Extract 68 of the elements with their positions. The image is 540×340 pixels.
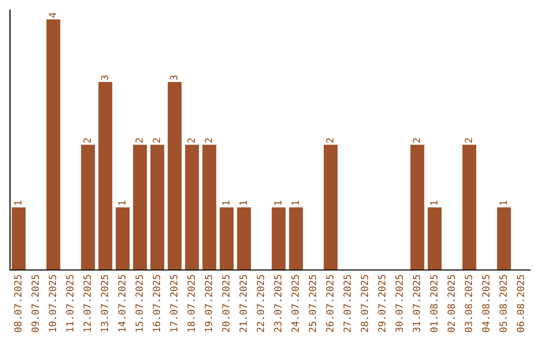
data-label: 3: [100, 76, 108, 80]
bar: [428, 207, 442, 270]
data-label: 2: [204, 138, 212, 143]
x-tick-label: 18.07.2025: [187, 274, 195, 332]
data-label: 1: [14, 200, 22, 205]
x-tick-label: 11.07.2025: [66, 274, 74, 332]
data-label: 1: [222, 200, 230, 205]
bar: [12, 207, 26, 270]
bar: [150, 144, 164, 270]
x-tick-label: 01.08.2025: [430, 274, 438, 332]
x-tick-label: 04.08.2025: [482, 274, 490, 332]
bar: [46, 19, 60, 270]
x-tick-label: 21.07.2025: [239, 274, 247, 332]
bar: [324, 144, 338, 270]
x-tick-label: 06.08.2025: [516, 274, 524, 332]
bar: [98, 82, 112, 270]
data-label: 2: [464, 138, 472, 143]
x-tick-label: 15.07.2025: [135, 274, 143, 332]
x-tick-label: 12.07.2025: [83, 274, 91, 332]
bar: [202, 144, 216, 270]
data-label: 1: [292, 200, 299, 205]
bar: [289, 207, 303, 270]
x-tick-label: 23.07.2025: [274, 274, 282, 332]
data-label: 1: [430, 200, 438, 205]
x-tick-label: 20.07.2025: [222, 274, 230, 332]
x-tick-label: 24.07.2025: [291, 274, 299, 332]
data-label: 2: [83, 138, 91, 143]
x-tick-label: 02.08.2025: [447, 274, 455, 332]
x-tick-label: 14.07.2025: [118, 274, 126, 332]
bar: [497, 207, 511, 270]
data-label: 2: [187, 138, 195, 143]
x-tick-label: 26.07.2025: [326, 274, 334, 332]
bar: [220, 207, 234, 270]
bar: [185, 144, 199, 270]
x-tick-label: 16.07.2025: [152, 274, 160, 332]
x-tick-label: 09.07.2025: [31, 274, 39, 332]
data-label: 1: [500, 200, 507, 205]
x-tick-label: 03.08.2025: [464, 274, 472, 332]
x-tick-label: 30.07.2025: [395, 274, 403, 332]
x-tick-label: 17.07.2025: [170, 274, 178, 332]
bar: [410, 144, 424, 270]
x-tick-label: 10.07.2025: [48, 274, 56, 332]
bar: [272, 207, 286, 270]
x-tick-label: 27.07.2025: [343, 274, 351, 332]
bar: [133, 144, 147, 270]
bar: [237, 207, 251, 270]
data-label: 3: [170, 76, 178, 80]
x-tick-label: 22.07.2025: [256, 274, 264, 332]
data-label: 2: [135, 138, 143, 143]
data-label: 1: [118, 200, 126, 205]
bar: [462, 144, 476, 270]
data-label: 2: [326, 138, 334, 143]
x-tick-label: 31.07.2025: [412, 274, 420, 332]
x-tick-label: 08.07.2025: [14, 274, 22, 332]
x-tick-label: 28.07.2025: [360, 274, 368, 332]
bar: [168, 82, 182, 270]
data-label: 1: [240, 200, 247, 205]
data-label: 2: [412, 138, 420, 143]
x-tick-label: 19.07.2025: [204, 274, 212, 332]
data-label: 4: [48, 12, 56, 18]
x-tick-label: 13.07.2025: [100, 274, 108, 332]
bar: [116, 207, 130, 270]
x-tick-label: 29.07.2025: [378, 274, 386, 332]
x-tick-label: 05.08.2025: [499, 274, 507, 332]
x-tick-label: 25.07.2025: [308, 274, 316, 332]
bar: [81, 144, 95, 270]
data-label: 1: [274, 200, 282, 205]
data-label: 2: [152, 138, 160, 143]
